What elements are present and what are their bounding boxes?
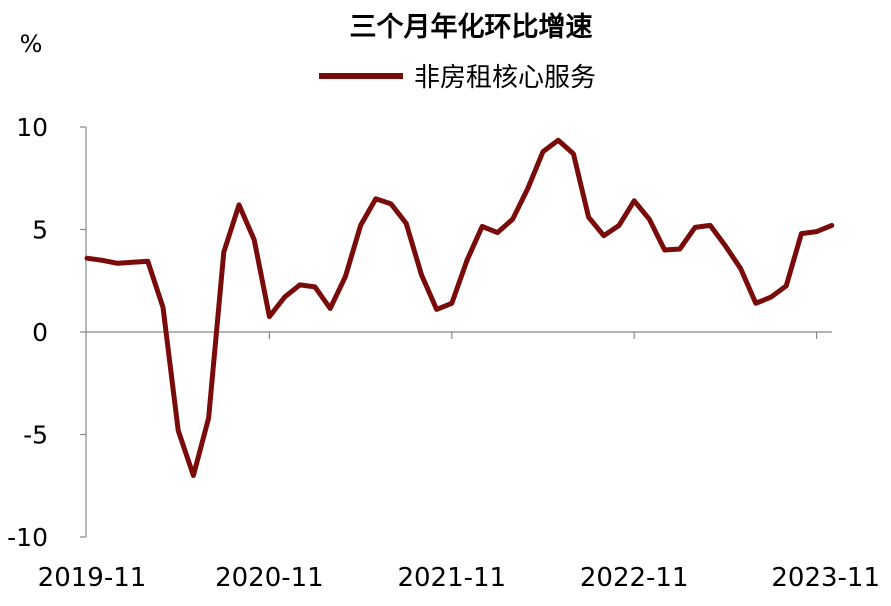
y-axis-unit-label: % (20, 30, 43, 58)
legend-label: 非房租核心服务 (414, 63, 596, 93)
y-tick-label: 0 (32, 318, 48, 347)
x-tick-label: 2020-11 (215, 563, 324, 593)
y-tick-label: -10 (7, 523, 48, 552)
x-tick-label: 2023-11 (771, 563, 880, 593)
series-layer (84, 137, 835, 478)
y-tick-label: 5 (32, 216, 48, 245)
axes: 10 5 0 -5 -10 2019-11 2020-11 2021-11 2022-11 202… (7, 113, 880, 593)
chart-title: 三个月年化环比增速 (350, 11, 593, 43)
x-tick-label: 2021-11 (397, 563, 506, 593)
x-tick-label: 2019-11 (38, 563, 147, 593)
x-tick-label: 2022-11 (580, 563, 689, 593)
series-line (84, 137, 835, 478)
y-tick-label: 10 (16, 113, 48, 142)
y-tick-label: -5 (23, 421, 48, 450)
